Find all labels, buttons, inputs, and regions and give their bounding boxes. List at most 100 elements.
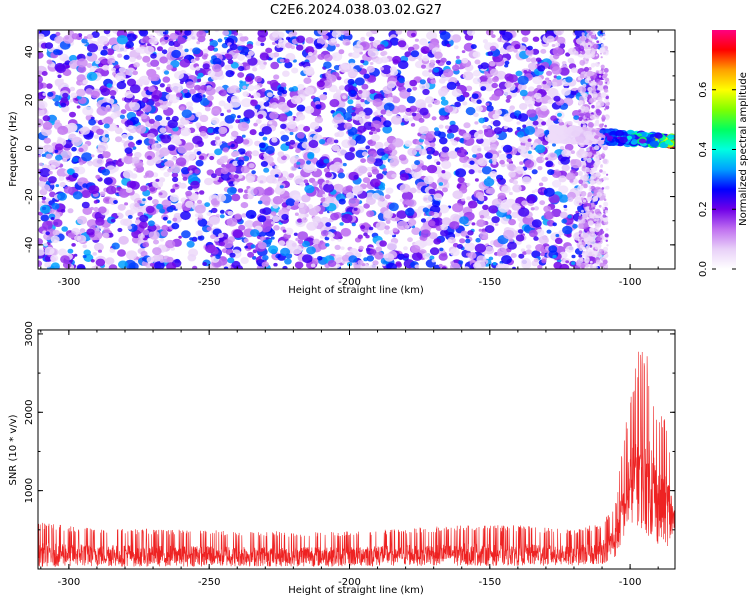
spectrogram-cell [537,65,546,72]
spectrogram-cell [561,164,570,172]
spectrogram-cell [207,45,215,51]
spectrogram-cell [590,173,597,180]
spectrogram-cell [429,142,436,148]
spectrogram-cell [342,95,347,100]
spectrogram-cell [578,149,584,155]
spectrogram-cell [586,70,593,77]
spectrogram-cell [602,33,606,37]
spectrogram-cell [356,165,368,175]
spectrogram-cell [263,96,269,102]
spectrogram-cell [506,157,512,163]
spectrogram-cell [559,263,570,269]
spectrogram-cell [357,234,363,239]
spectrogram-cell [43,243,48,247]
spectrogram-cell [317,30,329,36]
spectrogram-cell [76,105,81,109]
spectrogram-cell [491,34,496,38]
spectrogram-cell [180,211,191,220]
spectrogram-cell [577,185,583,192]
spectrogram-cell [357,260,364,265]
spectrogram-cell [83,36,88,40]
spectrogram-cell [516,121,521,125]
spectrogram-cell [502,144,513,153]
spectrogram-cell [297,89,306,96]
spectrogram-cell [79,228,86,234]
spectrogram-cell [131,156,140,164]
spectrogram-cell [580,92,584,96]
spectrogram-cell [239,36,246,42]
spectrogram-cell [92,252,97,256]
spectrogram-cell [327,260,337,267]
spectrogram-cell [476,99,482,104]
spectrogram-cell [351,107,356,111]
spectrogram-cell [297,218,303,223]
spectrogram-cell [606,173,609,176]
spectrogram-cell [179,106,186,111]
spectrogram-cell [210,117,220,125]
spectrogram-cell [570,159,582,169]
spectrogram-cell [518,253,525,259]
spectrogram-cell [239,80,243,84]
spectrogram-cell [595,214,599,219]
spectrogram-cell [372,260,379,266]
spectrogram-cell [596,151,599,154]
spectrogram-cell [50,262,60,269]
spectrogram-cell [195,66,201,71]
spectrogram-cell [585,106,588,109]
spectrogram-cell [472,51,481,58]
spectrogram-cell [317,255,323,261]
spectrogram-cell [289,139,296,145]
spectrogram-cell [450,262,461,269]
spectrogram-cell [102,45,108,51]
spectrogram-cell [522,124,527,129]
spectrogram-cell [262,136,268,141]
spectrogram-cell [488,205,499,214]
spectrogram-cell [229,174,234,179]
spectrogram-cell [603,177,607,181]
spectrogram-cell [316,80,325,88]
spectrogram-cell [87,43,98,53]
spectrogram-cell [603,198,607,201]
spectrogram-cell [152,156,162,164]
spectrogram-cell [166,206,174,213]
spectrogram-cell [218,233,224,238]
spectrogram-cell [102,64,110,71]
spectrogram-cell [187,254,197,262]
spectrogram-cell [397,253,405,260]
spectrogram-cell [111,67,116,72]
spectrogram-cell [519,103,528,110]
spectrogram-cell [372,98,383,107]
spectrogram-cell [426,164,438,174]
spectrogram-cell [45,231,50,236]
spectrogram-cell [368,226,374,231]
spectrogram-cell [325,171,332,178]
spectrogram-cell [578,179,583,185]
spectrogram-cell [185,190,193,197]
spectrogram-cell [366,210,375,218]
spectrogram-cell [216,193,227,202]
spectrogram-cell [252,249,258,254]
spectrogram-cell [504,81,512,88]
spectrogram-cell [433,99,441,106]
spectrogram-cell [429,59,436,65]
spectrogram-cell [565,245,574,253]
spectrogram-cell [147,196,153,201]
spectrogram-cell [537,189,542,193]
spectrogram-cell [398,77,406,84]
spectrogram-cell [547,99,554,105]
spectrogram-cell [301,194,311,203]
spectrogram-cell [587,191,593,197]
spectrogram-cell [523,70,528,74]
spectrogram-cell [42,121,53,130]
spectrogram-cell [403,246,408,251]
spectrogram-cell [428,63,435,69]
spectrogram-cell [171,172,179,178]
spectrogram-cell [515,234,525,242]
spectrogram-cell [589,110,592,114]
spectrogram-cell [243,238,249,243]
spectrogram-cell [498,203,510,213]
spectrogram-cell [525,146,530,150]
spectrogram-cell [156,203,164,210]
spectrogram-cell [277,151,285,157]
spectrogram-cell [375,221,387,231]
